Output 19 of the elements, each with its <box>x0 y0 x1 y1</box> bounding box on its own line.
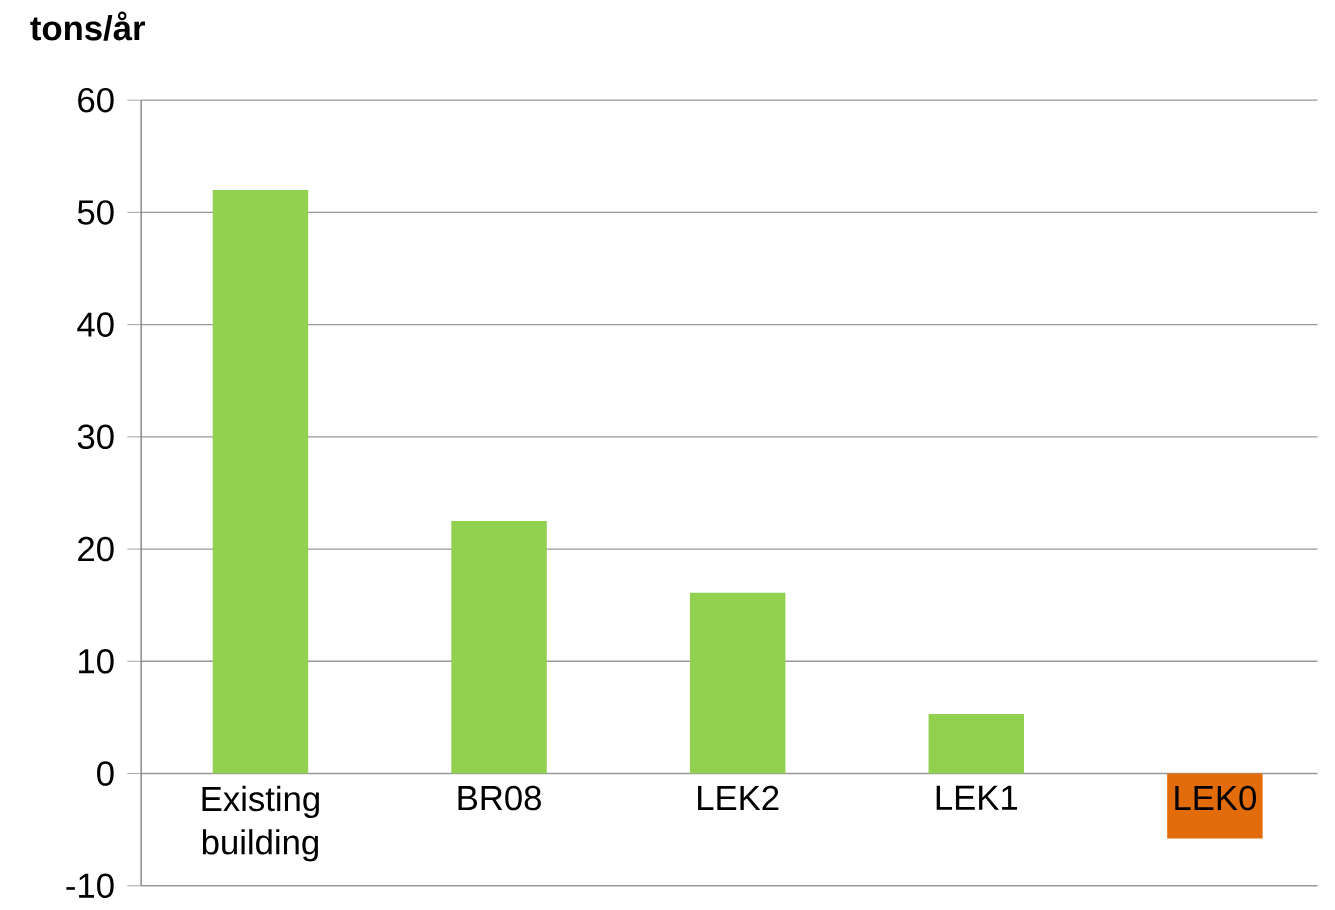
y-tick-label: 20 <box>78 537 114 562</box>
bar <box>451 521 547 774</box>
y-axis-title: tons/år <box>30 11 146 41</box>
bar <box>689 593 786 774</box>
y-tick-label: 60 <box>78 88 114 113</box>
y-tick-label: 50 <box>77 200 114 225</box>
x-tick-label: BR08 <box>458 785 541 811</box>
x-tick-label: LEK0 <box>1175 785 1256 811</box>
y-tick-label: -10 <box>66 873 114 899</box>
bar <box>212 190 309 774</box>
bar <box>1167 773 1263 839</box>
y-tick-label: 10 <box>79 649 114 674</box>
x-tick-label: LEK1 <box>936 785 1018 810</box>
x-tick-label: LEK2 <box>698 785 779 811</box>
y-tick-label: 0 <box>97 761 114 786</box>
x-tick-label: Existing building <box>202 785 319 862</box>
y-tick-label: 30 <box>77 424 114 450</box>
bar <box>928 714 1025 774</box>
y-tick-label: 40 <box>77 312 114 338</box>
